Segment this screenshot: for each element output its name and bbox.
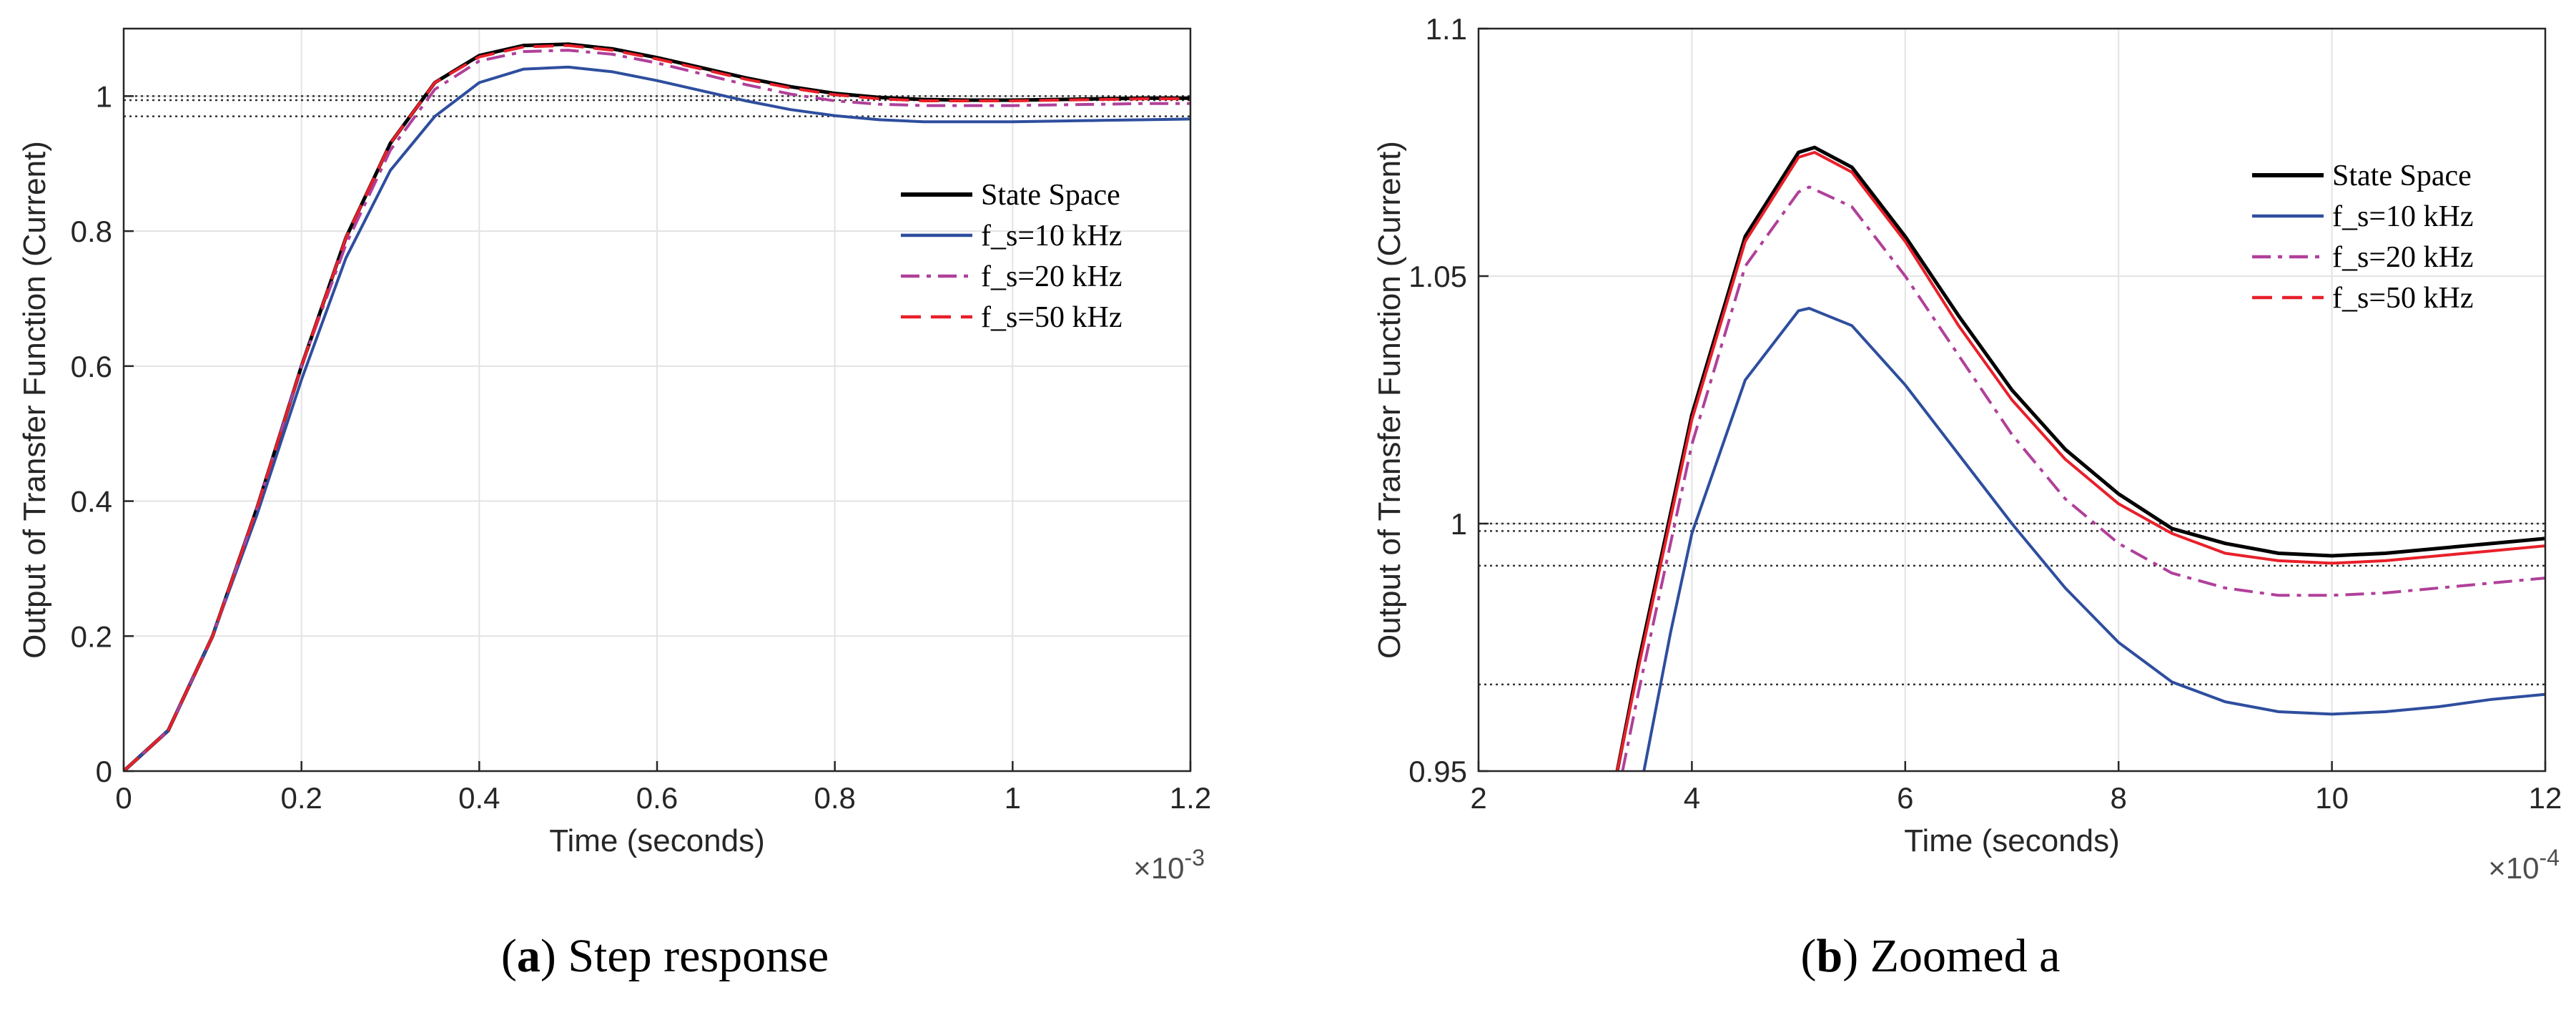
y-tick-label: 1.1 bbox=[1426, 12, 1467, 46]
y-tick-label: 0.8 bbox=[71, 215, 112, 248]
series-line-2 bbox=[124, 49, 1190, 771]
legend-label-3: f_s=50 kHz bbox=[2332, 282, 2474, 315]
x-tick-label: 0.2 bbox=[280, 781, 322, 815]
y-axis-label: Output of Transfer Function (Current) bbox=[17, 141, 52, 659]
series-line-1 bbox=[1642, 307, 2545, 771]
legend: State Space f_s=10 kHz f_s=20 kHz f_s=50 kH… bbox=[2252, 160, 2474, 315]
x-tick-label: 2 bbox=[1470, 781, 1486, 815]
series-line-2 bbox=[1621, 185, 2545, 771]
legend-label-1: f_s=10 kHz bbox=[981, 220, 1122, 252]
caption-a: (a) Step response bbox=[501, 930, 829, 982]
series-line-1 bbox=[124, 65, 1190, 771]
legend-label-2: f_s=20 kHz bbox=[981, 260, 1122, 293]
caption-b: (b) Zoomed a bbox=[1801, 930, 2061, 982]
x-axis-label: Time (seconds) bbox=[1904, 823, 2120, 858]
x-exponent-label: ×10-3 bbox=[1133, 845, 1205, 885]
series-line-3 bbox=[1616, 151, 2545, 771]
panel-b: 2 4 6 8 10 12 0.95 1 1.05 1.1 Time (seconds) Output… bbox=[1372, 12, 2562, 885]
x-tick-label: 1.2 bbox=[1170, 781, 1211, 815]
x-tick-label: 4 bbox=[1684, 781, 1700, 815]
x-tick-label: 0 bbox=[115, 781, 132, 815]
legend-label-2: f_s=20 kHz bbox=[2332, 241, 2474, 274]
x-tick-label: 0.4 bbox=[458, 781, 500, 815]
series-line-0 bbox=[1615, 145, 2545, 771]
legend-label-3: f_s=50 kHz bbox=[981, 301, 1122, 334]
x-tick-label: 10 bbox=[2315, 781, 2349, 815]
x-tick-label: 8 bbox=[2111, 781, 2127, 815]
x-tick-label: 0.8 bbox=[814, 781, 855, 815]
panel-a: 0 0.2 0.4 0.6 0.8 1 1.2 0 0.2 0.4 0.6 0.8 1 Time (sec… bbox=[17, 27, 1211, 885]
legend-label-0: State Space bbox=[981, 179, 1120, 212]
y-tick-label: 1 bbox=[96, 79, 112, 113]
y-tick-label: 0.2 bbox=[71, 619, 112, 653]
legend: State Space f_s=10 kHz f_s=20 kHz f_s=50 kH… bbox=[901, 179, 1122, 334]
x-tick-label: 0.6 bbox=[636, 781, 678, 815]
y-tick-label: 1 bbox=[1451, 507, 1467, 541]
y-tick-label: 0.95 bbox=[1408, 755, 1467, 788]
y-tick-label: 1.05 bbox=[1408, 260, 1467, 293]
y-axis-label: Output of Transfer Function (Current) bbox=[1372, 141, 1407, 659]
legend-label-0: State Space bbox=[2332, 160, 2472, 192]
x-tick-label: 12 bbox=[2529, 781, 2562, 815]
x-tick-label: 6 bbox=[1897, 781, 1913, 815]
x-axis-label: Time (seconds) bbox=[549, 823, 765, 858]
y-tick-label: 0.4 bbox=[71, 485, 112, 519]
x-exponent-label: ×10-4 bbox=[2488, 845, 2560, 885]
y-tick-label: 0.6 bbox=[71, 350, 112, 383]
y-tick-label: 0 bbox=[96, 755, 112, 788]
series-line-3 bbox=[124, 44, 1190, 771]
x-tick-label: 1 bbox=[1005, 781, 1021, 815]
legend-label-1: f_s=10 kHz bbox=[2332, 200, 2474, 233]
axes-box bbox=[1477, 27, 2547, 773]
